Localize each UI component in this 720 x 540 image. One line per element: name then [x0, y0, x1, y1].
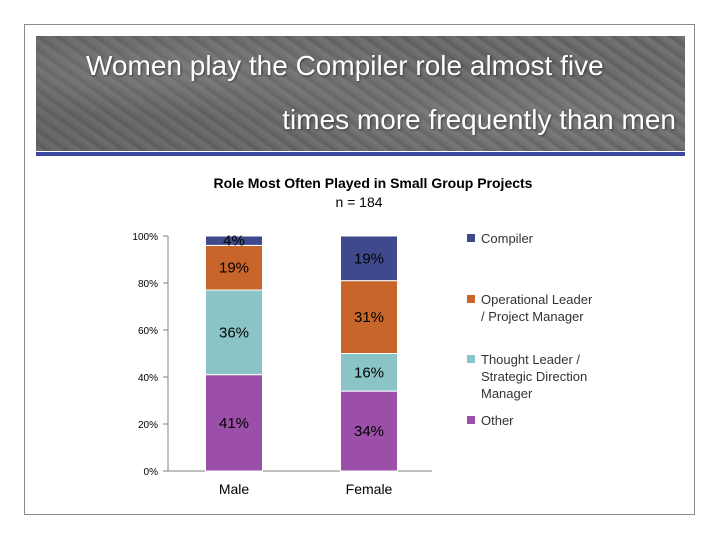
data-label: 36% — [219, 324, 249, 341]
y-tick-label: 20% — [138, 420, 158, 431]
y-tick-label: 0% — [144, 467, 159, 478]
legend-label: Operational Leader — [481, 292, 593, 307]
data-label: 34% — [354, 423, 384, 440]
title-banner — [36, 36, 685, 151]
data-label: 19% — [354, 250, 384, 267]
chart-title: Role Most Often Played in Small Group Pr… — [214, 175, 533, 191]
bar-segment — [205, 289, 263, 376]
legend-swatch — [467, 234, 475, 242]
y-tick-label: 60% — [138, 326, 158, 337]
slide-frame — [24, 24, 695, 515]
slide-title-line1: Women play the Compiler role almost five — [86, 50, 604, 81]
legend-swatch — [467, 416, 475, 424]
data-label: 31% — [354, 309, 384, 326]
bar-segment — [205, 244, 263, 291]
legend-label: Thought Leader / — [481, 352, 580, 367]
x-tick-label: Male — [219, 481, 250, 497]
bar-segment — [340, 390, 398, 472]
bar-segment — [205, 374, 263, 472]
title-divider — [36, 152, 685, 156]
data-label: 19% — [219, 260, 249, 277]
bar-segment — [340, 280, 398, 354]
legend-swatch — [467, 355, 475, 363]
x-tick-label: Female — [346, 481, 393, 497]
legend-label: / Project Manager — [481, 309, 584, 324]
legend-label: Strategic Direction — [481, 369, 587, 384]
chart-subtitle: n = 184 — [335, 194, 382, 210]
bar-segment — [340, 235, 398, 282]
legend-swatch — [467, 295, 475, 303]
data-label: 41% — [219, 415, 249, 432]
slide-title-line2: times more frequently than men — [282, 104, 676, 135]
y-tick-label: 100% — [132, 232, 158, 243]
bar-segment — [205, 235, 263, 246]
legend-label: Other — [481, 413, 514, 428]
y-tick-label: 80% — [138, 279, 158, 290]
legend-label: Manager — [481, 386, 533, 401]
bar-segment — [340, 353, 398, 392]
data-label: 16% — [354, 364, 384, 381]
y-tick-label: 40% — [138, 373, 158, 384]
legend-label: Compiler — [481, 231, 534, 246]
data-label: 4% — [223, 233, 245, 250]
